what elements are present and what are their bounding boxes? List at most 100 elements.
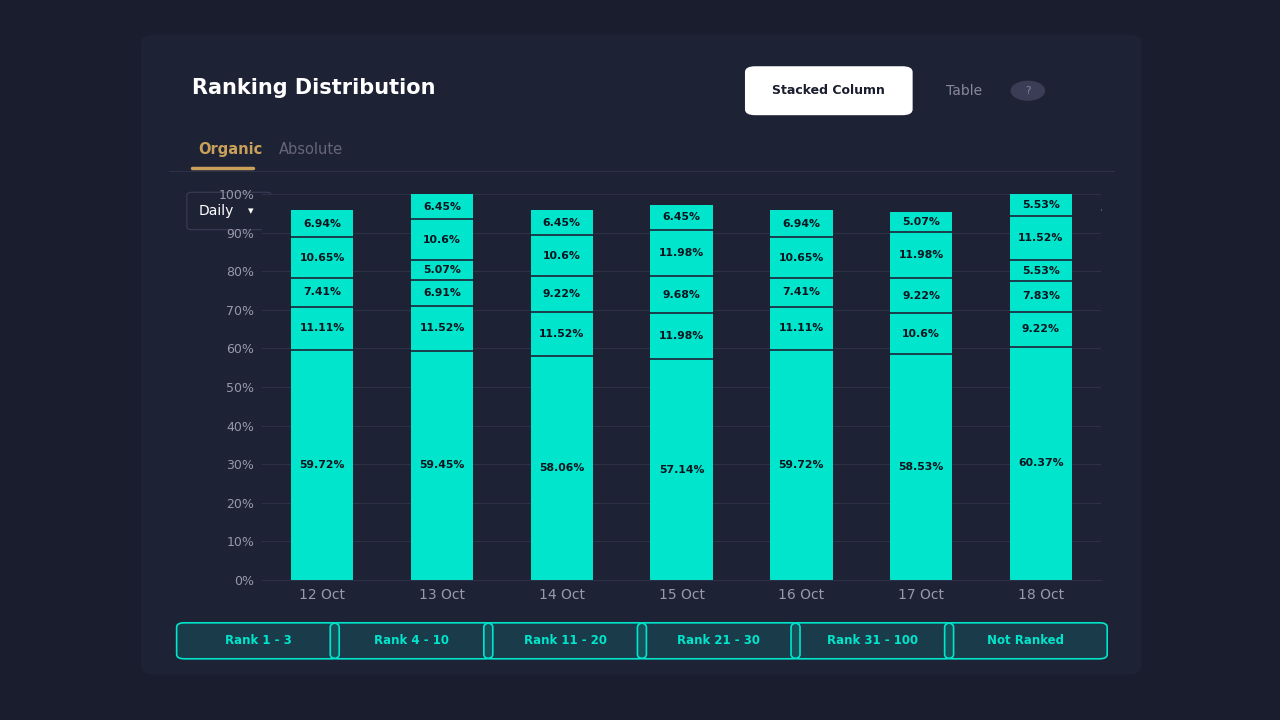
Bar [650, 359, 713, 580]
Bar [890, 212, 952, 232]
Text: 7.41%: 7.41% [303, 287, 342, 297]
Text: Rank 31 - 100: Rank 31 - 100 [827, 634, 918, 647]
Text: Sep 23, 2022 - Sep 29, 2022: Sep 23, 2022 - Sep 29, 2022 [704, 204, 895, 217]
Text: 5.07%: 5.07% [902, 217, 940, 227]
Bar [531, 235, 593, 276]
Bar [890, 313, 952, 354]
Bar [771, 237, 832, 278]
Text: 11.52%: 11.52% [1018, 233, 1064, 243]
Bar [890, 278, 952, 313]
Text: Stacked Column: Stacked Column [772, 84, 886, 97]
Bar [650, 230, 713, 276]
Bar [291, 210, 353, 237]
Bar [1010, 312, 1073, 347]
Text: 9.22%: 9.22% [543, 289, 581, 299]
Text: Rank 21 - 30: Rank 21 - 30 [677, 634, 760, 647]
Text: 57.14%: 57.14% [659, 464, 704, 474]
Text: 10.6%: 10.6% [424, 235, 461, 245]
Text: 6.94%: 6.94% [782, 219, 820, 229]
Text: 6.94%: 6.94% [303, 219, 342, 229]
Text: Rank 4 - 10: Rank 4 - 10 [374, 634, 449, 647]
Bar [771, 278, 832, 307]
FancyBboxPatch shape [945, 623, 1107, 659]
Bar [650, 205, 713, 230]
Bar [1010, 216, 1073, 260]
Bar [411, 351, 474, 580]
Bar [291, 349, 353, 580]
Text: ▾: ▾ [248, 206, 253, 216]
Bar [771, 307, 832, 349]
Bar [531, 210, 593, 235]
Bar [1010, 347, 1073, 580]
Text: Table: Table [946, 84, 982, 98]
Bar [531, 276, 593, 312]
Bar [411, 260, 474, 279]
Bar [771, 349, 832, 580]
Bar [531, 312, 593, 356]
Text: 58.06%: 58.06% [539, 463, 585, 473]
Text: 7.83%: 7.83% [1021, 292, 1060, 302]
Text: 11.11%: 11.11% [778, 323, 824, 333]
Text: 9.22%: 9.22% [1021, 324, 1060, 334]
Bar [411, 194, 474, 220]
Bar [291, 307, 353, 349]
Text: 11.98%: 11.98% [659, 248, 704, 258]
Bar [291, 237, 353, 278]
Text: 10.65%: 10.65% [778, 253, 824, 263]
Bar [890, 232, 952, 278]
Text: 10.65%: 10.65% [300, 253, 346, 263]
Bar [531, 356, 593, 580]
Bar [411, 279, 474, 306]
Bar [650, 313, 713, 359]
FancyBboxPatch shape [177, 623, 339, 659]
Text: 6.91%: 6.91% [424, 288, 461, 298]
Bar [890, 354, 952, 580]
Text: 7.41%: 7.41% [782, 287, 820, 297]
Text: 5.53%: 5.53% [1021, 266, 1060, 276]
Bar [291, 278, 353, 307]
Text: Daily: Daily [198, 204, 234, 218]
Bar [1010, 282, 1073, 312]
Text: 9.22%: 9.22% [902, 291, 940, 300]
Text: Not Ranked: Not Ranked [987, 634, 1065, 647]
Text: 5.53%: 5.53% [1021, 200, 1060, 210]
Text: Ranking Distribution: Ranking Distribution [192, 78, 435, 98]
Text: 6.45%: 6.45% [424, 202, 461, 212]
FancyBboxPatch shape [637, 623, 800, 659]
Bar [1010, 260, 1073, 282]
Text: 6.45%: 6.45% [663, 212, 700, 222]
Text: 11.98%: 11.98% [659, 331, 704, 341]
Bar [411, 306, 474, 351]
Text: 11.11%: 11.11% [300, 323, 344, 333]
Bar [411, 220, 474, 260]
Text: 6.45%: 6.45% [543, 218, 581, 228]
Bar [650, 276, 713, 313]
Text: 11.98%: 11.98% [899, 250, 943, 260]
Text: 59.45%: 59.45% [420, 460, 465, 470]
Text: 11.52%: 11.52% [539, 329, 585, 339]
Text: 60.37%: 60.37% [1018, 459, 1064, 468]
Bar [1010, 194, 1073, 216]
Circle shape [1011, 81, 1044, 100]
Text: 58.53%: 58.53% [899, 462, 943, 472]
Text: Organic: Organic [198, 143, 262, 157]
Text: 59.72%: 59.72% [300, 459, 346, 469]
Text: Rank 1 - 3: Rank 1 - 3 [224, 634, 292, 647]
Text: 10.6%: 10.6% [902, 329, 940, 338]
FancyBboxPatch shape [330, 623, 493, 659]
Text: ⊞: ⊞ [928, 204, 940, 218]
FancyBboxPatch shape [484, 623, 646, 659]
FancyBboxPatch shape [791, 623, 954, 659]
Text: Rank 11 - 20: Rank 11 - 20 [524, 634, 607, 647]
Text: ···: ··· [1085, 202, 1103, 220]
Text: 10.6%: 10.6% [543, 251, 581, 261]
Text: 5.07%: 5.07% [424, 265, 461, 275]
Text: ?: ? [1025, 86, 1030, 96]
Text: 59.72%: 59.72% [778, 459, 824, 469]
Text: 11.52%: 11.52% [420, 323, 465, 333]
Text: Absolute: Absolute [279, 143, 343, 157]
Text: 9.68%: 9.68% [663, 289, 700, 300]
Bar [771, 210, 832, 237]
FancyBboxPatch shape [745, 66, 913, 115]
FancyBboxPatch shape [141, 35, 1142, 675]
